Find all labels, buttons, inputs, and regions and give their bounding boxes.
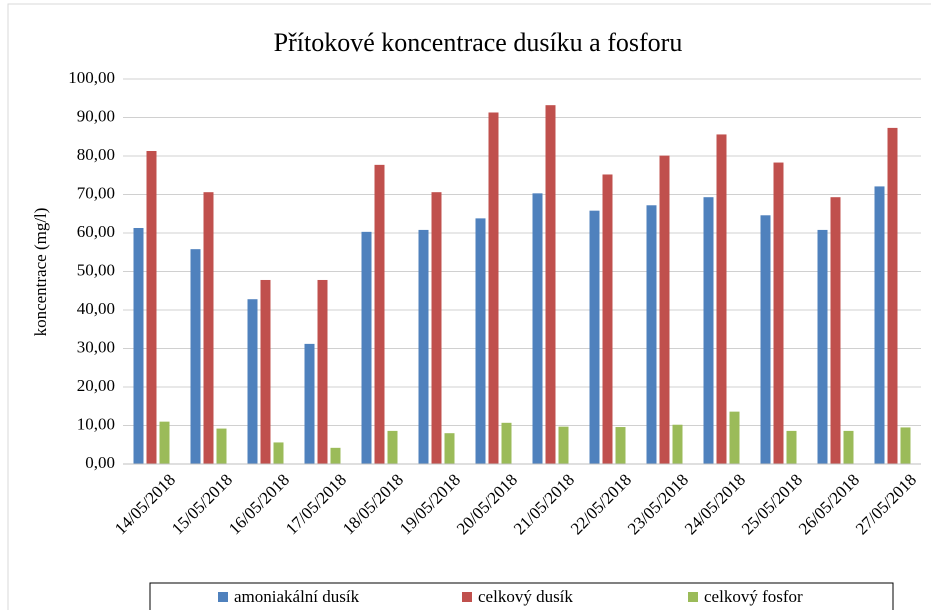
bar — [361, 231, 372, 464]
bar — [431, 192, 442, 464]
legend-label: celkový dusík — [478, 587, 573, 606]
bar — [830, 197, 841, 464]
bar — [589, 210, 600, 464]
bar — [374, 164, 385, 465]
y-tick-label: 40,00 — [77, 299, 115, 318]
y-axis-label: koncentrace (mg/l) — [31, 208, 50, 337]
bar — [545, 105, 556, 465]
bar — [615, 427, 626, 464]
legend-label: amoniakální dusík — [234, 587, 360, 606]
bar — [203, 192, 214, 464]
bar — [716, 134, 727, 464]
y-tick-label: 100,00 — [68, 68, 115, 87]
bar — [190, 249, 201, 464]
bar — [786, 430, 797, 464]
x-tick-label: 20/05/2018 — [453, 470, 521, 538]
x-tick-label: 26/05/2018 — [795, 470, 863, 538]
bar — [646, 205, 657, 464]
bar — [887, 127, 898, 465]
x-tick-label: 16/05/2018 — [225, 470, 293, 538]
x-tick-label: 23/05/2018 — [624, 470, 692, 538]
bar — [488, 112, 499, 465]
y-tick-label: 60,00 — [77, 222, 115, 241]
bar — [330, 447, 341, 464]
bar — [260, 279, 271, 464]
bar — [760, 215, 771, 464]
bar — [773, 162, 784, 465]
y-tick-label: 80,00 — [77, 145, 115, 164]
y-tick-label: 20,00 — [77, 376, 115, 395]
x-tick-label: 15/05/2018 — [168, 470, 236, 538]
bar — [900, 427, 911, 464]
x-tick-label: 24/05/2018 — [681, 470, 749, 538]
chart-title: Přítokové koncentrace dusíku a fosforu — [274, 28, 683, 57]
y-tick-label: 90,00 — [77, 106, 115, 125]
x-tick-label: 18/05/2018 — [339, 470, 407, 538]
x-tick-label: 22/05/2018 — [567, 470, 635, 538]
legend: amoniakální dusík celkový dusík celkový fo… — [149, 582, 894, 610]
bar — [501, 422, 512, 464]
legend-box — [149, 582, 894, 610]
legend-swatch — [688, 592, 698, 602]
bar — [532, 193, 543, 464]
bar — [387, 430, 398, 464]
x-tick-label: 21/05/2018 — [510, 470, 578, 538]
bar — [703, 197, 714, 464]
legend-swatch — [462, 592, 472, 602]
bar — [304, 343, 315, 464]
bar — [216, 428, 227, 464]
bar — [159, 421, 170, 464]
bar — [817, 229, 828, 464]
x-tick-label: 19/05/2018 — [396, 470, 464, 538]
y-tick-label: 30,00 — [77, 337, 115, 356]
legend-swatch — [218, 592, 228, 602]
bar — [317, 279, 328, 464]
bar — [444, 433, 455, 464]
bar — [558, 426, 569, 464]
bar — [602, 174, 613, 465]
bar — [843, 430, 854, 464]
y-tick-label: 70,00 — [77, 183, 115, 202]
x-tick-label: 27/05/2018 — [852, 470, 920, 538]
x-tick-label: 14/05/2018 — [111, 470, 179, 538]
x-tick-label: 25/05/2018 — [738, 470, 806, 538]
bar — [146, 150, 157, 464]
x-tick-label: 17/05/2018 — [282, 470, 350, 538]
bar — [729, 411, 740, 464]
bar — [475, 218, 486, 464]
chart-frame — [7, 3, 931, 610]
y-tick-label: 0,00 — [85, 453, 115, 472]
bar — [659, 155, 670, 465]
bar — [133, 227, 144, 464]
y-tick-label: 50,00 — [77, 260, 115, 279]
bar — [273, 442, 284, 464]
legend-label: celkový fosfor — [704, 587, 803, 606]
bar — [874, 186, 885, 465]
bar — [418, 229, 429, 464]
bar — [672, 424, 683, 464]
y-tick-label: 10,00 — [77, 414, 115, 433]
bar — [247, 299, 258, 464]
